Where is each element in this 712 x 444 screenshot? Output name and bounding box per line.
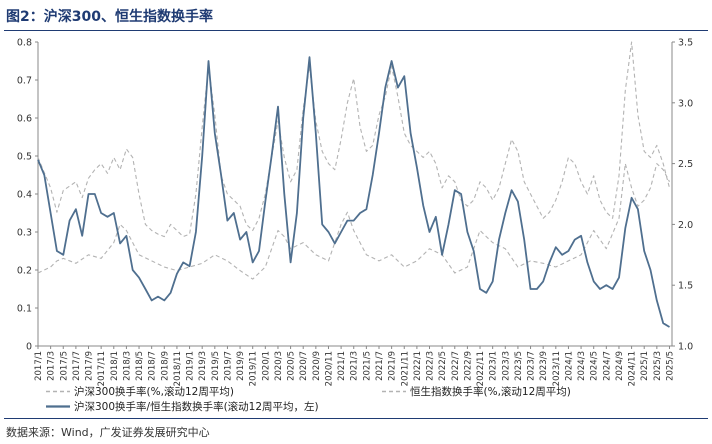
x-tick-label: 2021/9	[388, 351, 398, 381]
x-tick-label: 2023/5	[514, 351, 524, 381]
x-tick-label: 2022/11	[476, 351, 486, 386]
x-tick-label: 2022/9	[463, 351, 473, 381]
x-tick-label: 2025/3	[653, 351, 663, 381]
x-tick-label: 2024/7	[602, 351, 612, 381]
x-tick-label: 2025/1	[640, 351, 650, 381]
x-tick-label: 2017/7	[72, 351, 82, 381]
legend-label-hs300-turnover-line: 沪深300换手率(%,滚动12周平均)	[74, 385, 234, 398]
right-tick-label: 1.0	[678, 342, 693, 353]
x-tick-label: 2024/1	[564, 351, 574, 381]
x-tick-label: 2019/11	[249, 351, 259, 386]
x-tick-label: 2018/3	[122, 351, 132, 381]
x-tick-label: 2018/1	[110, 351, 120, 381]
source-note: 数据来源：Wind，广发证券发展研究中心	[6, 426, 210, 439]
right-tick-label: 3.5	[678, 38, 693, 49]
right-tick-label: 2.0	[678, 220, 693, 231]
left-tick-label: 0.1	[17, 304, 32, 315]
x-tick-label: 2018/5	[135, 351, 145, 381]
left-tick-label: 0.2	[17, 266, 32, 277]
x-tick-label: 2020/11	[324, 351, 334, 386]
chart-plot-area	[37, 41, 671, 328]
x-tick-label: 2017/1	[34, 351, 44, 381]
x-tick-label: 2021/3	[350, 351, 360, 381]
ratio-line	[37, 56, 670, 328]
x-tick-label: 2024/3	[577, 351, 587, 381]
chart-axes: 0 0.1 0.2 0.3 0.4 0.5 0.6 0.7 0.8 1.0 1.5 2.0 2.5 3.0…	[17, 38, 693, 387]
left-tick-label: 0.4	[17, 190, 32, 201]
x-tick-label: 2018/11	[173, 351, 183, 386]
x-tick-label: 2025/5	[665, 351, 675, 381]
left-tick-label: 0	[26, 342, 32, 353]
x-tick-label: 2021/5	[362, 351, 372, 381]
x-tick-label: 2017/11	[97, 351, 107, 386]
source-rule	[4, 418, 708, 419]
x-tick-label: 2019/5	[211, 351, 221, 381]
x-tick-label: 2020/7	[299, 351, 309, 381]
right-tick-label: 3.0	[678, 98, 693, 109]
x-tick-label: 2021/11	[400, 351, 410, 386]
figure-title: 图2：沪深300、恒生指数换手率	[6, 9, 213, 25]
chart-legend: 沪深300换手率(%,滚动12周平均) 恒生指数换手率(%,滚动12周平均) 沪深3…	[46, 385, 571, 413]
x-tick-label: 2023/9	[539, 351, 549, 381]
hsi-turnover-line	[37, 163, 670, 280]
x-tick-label: 2019/1	[186, 351, 196, 381]
title-underline	[4, 30, 708, 31]
x-tick-label: 2023/7	[527, 351, 537, 381]
legend-label-hsi-turnover-line: 恒生指数换手率(%,滚动12周平均)	[410, 385, 571, 398]
x-tick-label: 2023/11	[552, 351, 562, 386]
x-tick-label: 2022/3	[426, 351, 436, 381]
x-tick-label: 2020/3	[274, 351, 284, 381]
left-tick-label: 0.3	[17, 228, 32, 239]
x-tick-label: 2024/5	[590, 351, 600, 381]
legend-label-ratio-line: 沪深300换手率/恒生指数换手率(滚动12周平均，左)	[74, 400, 319, 413]
x-tick-label: 2024/9	[615, 351, 625, 381]
x-tick-label: 2017/9	[85, 351, 95, 381]
x-tick-label: 2022/7	[451, 351, 461, 381]
x-tick-label: 2019/7	[223, 351, 233, 381]
right-tick-label: 2.5	[678, 159, 693, 170]
left-tick-label: 0.8	[17, 38, 32, 49]
x-tick-label: 2018/9	[160, 351, 170, 381]
x-tick-label: 2017/3	[47, 351, 57, 381]
left-tick-label: 0.5	[17, 152, 32, 163]
x-tick-label: 2023/3	[501, 351, 511, 381]
x-tick-label: 2020/9	[312, 351, 322, 381]
x-tick-label: 2022/5	[438, 351, 448, 381]
x-tick-label: 2020/1	[261, 351, 271, 381]
x-tick-label: 2018/7	[148, 351, 158, 381]
x-tick-label: 2021/7	[375, 351, 385, 381]
x-tick-label: 2019/3	[198, 351, 208, 381]
x-tick-label: 2022/1	[413, 351, 423, 381]
x-tick-label: 2017/5	[59, 351, 69, 381]
x-tick-label: 2021/1	[337, 351, 347, 381]
left-tick-label: 0.6	[17, 114, 32, 125]
hs300-turnover-line	[37, 41, 671, 238]
x-tick-label: 2024/11	[628, 351, 638, 386]
x-tick-label: 2020/5	[287, 351, 297, 381]
x-tick-label: 2019/9	[236, 351, 246, 381]
x-tick-label: 2023/1	[489, 351, 499, 381]
left-tick-label: 0.7	[17, 76, 32, 87]
right-tick-label: 1.5	[678, 281, 693, 292]
